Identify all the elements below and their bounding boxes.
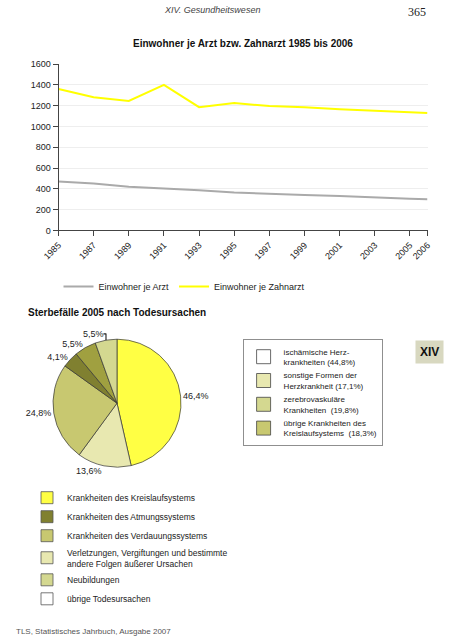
svg-text:1000: 1000 — [31, 122, 51, 132]
svg-text:1997: 1997 — [253, 240, 274, 261]
svg-text:1400: 1400 — [31, 80, 51, 90]
svg-text:Neubildungen: Neubildungen — [67, 575, 120, 585]
svg-text:1989: 1989 — [112, 240, 133, 261]
svg-text:1200: 1200 — [31, 101, 51, 111]
svg-text:1987: 1987 — [77, 240, 98, 261]
svg-text:1995: 1995 — [218, 240, 239, 261]
svg-text:Krankheiten des Atmungssystems: Krankheiten des Atmungssystems — [67, 512, 195, 522]
svg-text:Krankheiten des Kreislaufsyste: Krankheiten des Kreislaufsystems — [67, 493, 195, 503]
svg-text:24,8%: 24,8% — [26, 408, 52, 418]
svg-text:übrige Todesursachen: übrige Todesursachen — [67, 594, 151, 604]
svg-text:1993: 1993 — [182, 240, 203, 261]
svg-text:46,4%: 46,4% — [183, 391, 209, 401]
svg-text:2005: 2005 — [393, 240, 414, 261]
svg-text:Einwohner je Zahnarzt: Einwohner je Zahnarzt — [214, 282, 305, 292]
svg-text:0: 0 — [46, 226, 51, 236]
svg-text:4,1%: 4,1% — [47, 352, 68, 362]
svg-text:200: 200 — [36, 205, 51, 215]
svg-text:2001: 2001 — [323, 240, 344, 261]
svg-text:zerebrovaskuläreKrankheiten (: zerebrovaskuläreKrankheiten (19,8%) — [284, 395, 359, 414]
svg-text:sonstige Formen derHerzkrankhe: sonstige Formen derHerzkrankheit (17,1%) — [284, 371, 364, 390]
svg-text:Verletzungen, Vergiftungen und: Verletzungen, Vergiftungen und bestimmte… — [67, 548, 227, 569]
svg-text:5,5%: 5,5% — [62, 339, 83, 349]
svg-text:5,5%: 5,5% — [83, 329, 104, 339]
svg-text:Einwohner je Arzt bzw. Zahnarz: Einwohner je Arzt bzw. Zahnarzt 1985 bis… — [133, 38, 353, 49]
svg-text:400: 400 — [36, 184, 51, 194]
svg-text:2003: 2003 — [358, 240, 379, 261]
svg-text:Sterbefälle 2005 nach Todesurs: Sterbefälle 2005 nach Todesursachen — [28, 307, 206, 318]
svg-text:Krankheiten des Verdauungssyst: Krankheiten des Verdauungssystems — [67, 531, 207, 541]
svg-text:übrige Krankheiten desKreislau: übrige Krankheiten desKreislaufsystems (… — [284, 419, 377, 438]
svg-text:2006: 2006 — [411, 240, 432, 261]
svg-text:TLS, Statistisches Jahrbuch, A: TLS, Statistisches Jahrbuch, Ausgabe 200… — [16, 627, 171, 636]
svg-text:1985: 1985 — [42, 240, 63, 261]
svg-text:Einwohner je Arzt: Einwohner je Arzt — [99, 282, 170, 292]
svg-text:600: 600 — [36, 163, 51, 173]
svg-text:13,6%: 13,6% — [76, 466, 102, 476]
svg-text:XIV: XIV — [420, 345, 439, 359]
svg-text:ischämische Herz-krankheiten (: ischämische Herz-krankheiten (44,8%) — [284, 348, 356, 367]
svg-text:1600: 1600 — [31, 59, 51, 69]
svg-text:800: 800 — [36, 142, 51, 152]
svg-text:365: 365 — [408, 5, 426, 19]
svg-text:1991: 1991 — [147, 240, 168, 261]
svg-text:1999: 1999 — [288, 240, 309, 261]
svg-text:XIV. Gesundheitswesen: XIV. Gesundheitswesen — [164, 5, 260, 15]
